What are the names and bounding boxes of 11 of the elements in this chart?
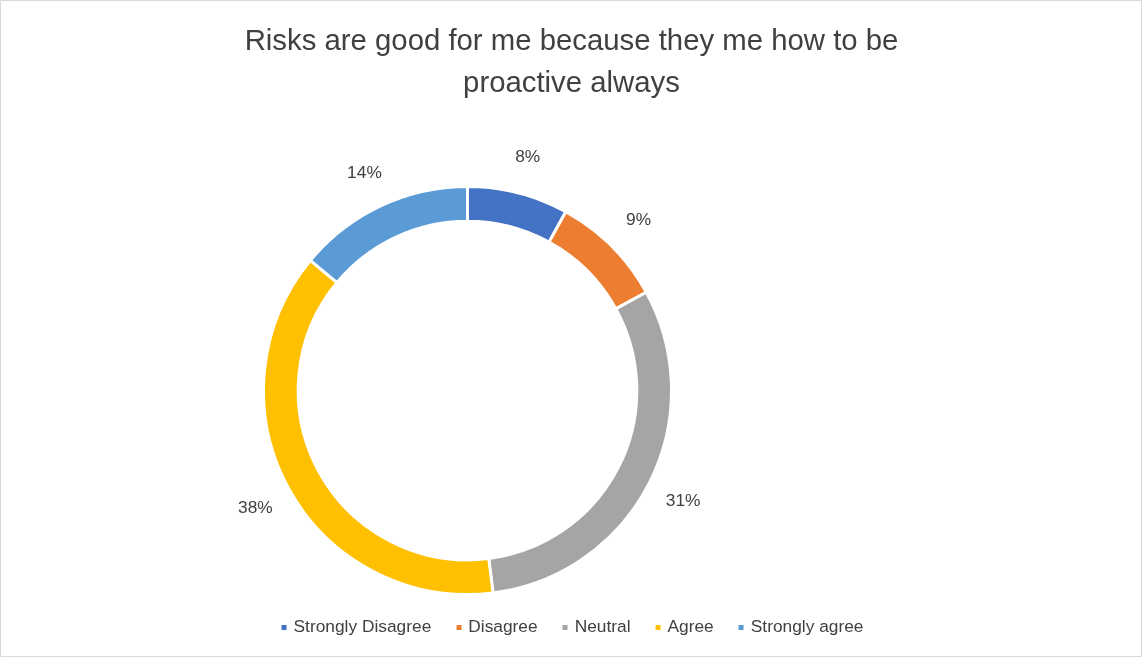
legend-label: Agree (667, 616, 714, 637)
legend-label: Neutral (574, 616, 631, 637)
data-label: 9% (626, 209, 652, 230)
data-label: 14% (347, 161, 382, 182)
data-label: 38% (238, 497, 273, 518)
legend-label: Strongly Disagree (293, 616, 432, 637)
legend-label: Strongly agree (750, 616, 864, 637)
data-label: 31% (665, 490, 701, 511)
legend-label: Disagree (468, 616, 538, 637)
data-label: 8% (515, 146, 541, 167)
chart-title: Risks are good for me because they me how to be proactive always (244, 22, 899, 99)
